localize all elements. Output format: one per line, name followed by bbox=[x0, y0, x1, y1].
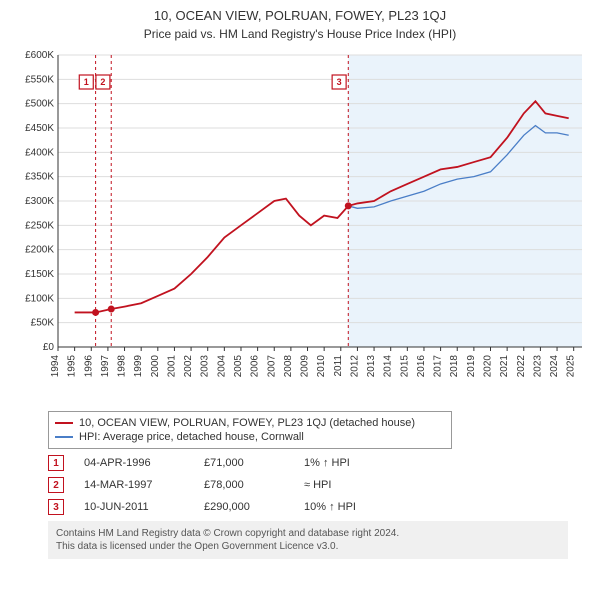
event-price: £290,000 bbox=[204, 501, 284, 513]
svg-text:1997: 1997 bbox=[100, 355, 111, 378]
event-date: 10-JUN-2011 bbox=[84, 501, 184, 513]
legend-swatch-hpi bbox=[55, 436, 73, 438]
svg-text:£0: £0 bbox=[43, 342, 55, 353]
svg-text:2019: 2019 bbox=[466, 355, 477, 378]
page-title: 10, OCEAN VIEW, POLRUAN, FOWEY, PL23 1QJ bbox=[0, 8, 600, 23]
svg-text:2002: 2002 bbox=[183, 355, 194, 378]
svg-text:2025: 2025 bbox=[566, 355, 577, 378]
svg-text:£600K: £600K bbox=[25, 50, 54, 61]
svg-text:2001: 2001 bbox=[166, 355, 177, 378]
svg-text:£150K: £150K bbox=[25, 269, 54, 280]
event-price: £78,000 bbox=[204, 479, 284, 491]
event-date: 14-MAR-1997 bbox=[84, 479, 184, 491]
event-marker: 2 bbox=[48, 477, 64, 493]
attribution-line2: This data is licensed under the Open Gov… bbox=[56, 540, 560, 553]
svg-text:1995: 1995 bbox=[67, 355, 78, 378]
legend-label-hpi: HPI: Average price, detached house, Corn… bbox=[79, 430, 304, 444]
svg-text:2015: 2015 bbox=[399, 355, 410, 378]
svg-text:2007: 2007 bbox=[266, 355, 277, 378]
svg-text:£500K: £500K bbox=[25, 99, 54, 110]
svg-text:£550K: £550K bbox=[25, 74, 54, 85]
svg-text:2003: 2003 bbox=[200, 355, 211, 378]
svg-text:£350K: £350K bbox=[25, 172, 54, 183]
svg-text:2023: 2023 bbox=[532, 355, 543, 378]
svg-text:1998: 1998 bbox=[117, 355, 128, 378]
svg-text:2004: 2004 bbox=[216, 355, 227, 378]
svg-text:2022: 2022 bbox=[516, 355, 527, 378]
svg-text:2009: 2009 bbox=[300, 355, 311, 378]
svg-text:2020: 2020 bbox=[483, 355, 494, 378]
svg-text:2011: 2011 bbox=[333, 355, 344, 377]
legend-row-subject: 10, OCEAN VIEW, POLRUAN, FOWEY, PL23 1QJ… bbox=[55, 416, 445, 430]
chart-svg: £0 £50K £100K £150K £200K £250K £300K £350K £400… bbox=[10, 47, 590, 407]
svg-text:£200K: £200K bbox=[25, 245, 54, 256]
svg-text:1: 1 bbox=[84, 77, 89, 87]
svg-text:2010: 2010 bbox=[316, 355, 327, 378]
legend-swatch-subject bbox=[55, 422, 73, 424]
svg-text:£450K: £450K bbox=[25, 123, 54, 134]
svg-text:3: 3 bbox=[337, 77, 342, 87]
svg-text:2006: 2006 bbox=[250, 355, 261, 378]
event-delta: 10% ↑ HPI bbox=[304, 501, 424, 513]
price-chart: £0 £50K £100K £150K £200K £250K £300K £350K £400… bbox=[10, 47, 590, 407]
svg-text:2: 2 bbox=[100, 77, 105, 87]
svg-text:£400K: £400K bbox=[25, 147, 54, 158]
event-row: 2 14-MAR-1997 £78,000 ≈ HPI bbox=[48, 477, 600, 493]
event-delta: ≈ HPI bbox=[304, 479, 424, 491]
event-row: 3 10-JUN-2011 £290,000 10% ↑ HPI bbox=[48, 499, 600, 515]
event-marker: 3 bbox=[48, 499, 64, 515]
event-row: 1 04-APR-1996 £71,000 1% ↑ HPI bbox=[48, 455, 600, 471]
svg-text:2013: 2013 bbox=[366, 355, 377, 378]
event-marker: 1 bbox=[48, 455, 64, 471]
attribution-line1: Contains HM Land Registry data © Crown c… bbox=[56, 527, 560, 540]
svg-text:2012: 2012 bbox=[349, 355, 360, 378]
svg-text:2024: 2024 bbox=[549, 355, 560, 378]
svg-text:2014: 2014 bbox=[383, 355, 394, 378]
svg-text:£300K: £300K bbox=[25, 196, 54, 207]
svg-text:2016: 2016 bbox=[416, 355, 427, 378]
events-table: 1 04-APR-1996 £71,000 1% ↑ HPI 2 14-MAR-1997 £… bbox=[48, 455, 600, 515]
event-date: 04-APR-1996 bbox=[84, 457, 184, 469]
svg-text:2000: 2000 bbox=[150, 355, 161, 378]
legend: 10, OCEAN VIEW, POLRUAN, FOWEY, PL23 1QJ… bbox=[48, 411, 452, 449]
svg-text:1994: 1994 bbox=[50, 355, 61, 378]
svg-text:£250K: £250K bbox=[25, 220, 54, 231]
svg-text:1996: 1996 bbox=[83, 355, 94, 378]
svg-text:2021: 2021 bbox=[499, 355, 510, 378]
svg-text:2008: 2008 bbox=[283, 355, 294, 378]
attribution: Contains HM Land Registry data © Crown c… bbox=[48, 521, 568, 559]
svg-text:2018: 2018 bbox=[449, 355, 460, 378]
event-price: £71,000 bbox=[204, 457, 284, 469]
svg-text:1999: 1999 bbox=[133, 355, 144, 378]
svg-text:£100K: £100K bbox=[25, 293, 54, 304]
svg-text:£50K: £50K bbox=[31, 318, 55, 329]
legend-label-subject: 10, OCEAN VIEW, POLRUAN, FOWEY, PL23 1QJ… bbox=[79, 416, 415, 430]
svg-text:2005: 2005 bbox=[233, 355, 244, 378]
legend-row-hpi: HPI: Average price, detached house, Corn… bbox=[55, 430, 445, 444]
event-delta: 1% ↑ HPI bbox=[304, 457, 424, 469]
page-subtitle: Price paid vs. HM Land Registry's House … bbox=[0, 27, 600, 41]
svg-text:2017: 2017 bbox=[433, 355, 444, 378]
